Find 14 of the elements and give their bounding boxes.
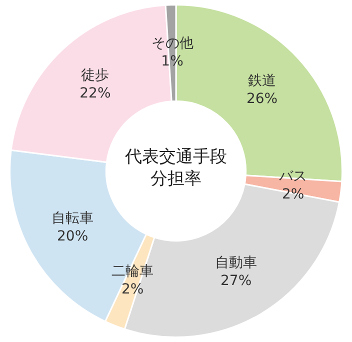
- text: 代表交通手段分担率: [124, 146, 228, 190]
- slice-label: 自転車: [52, 210, 94, 227]
- data-label: 27%: [220, 273, 252, 290]
- slice-label: 徒歩: [81, 68, 110, 84]
- slice-label: 鉄道: [248, 72, 276, 89]
- data-label: 2%: [121, 281, 144, 298]
- data-label: 1%: [161, 54, 184, 70]
- data-label: 26%: [246, 90, 278, 107]
- slice-label: バス: [278, 168, 308, 184]
- slice-label: 自動車: [215, 255, 258, 272]
- data-label: 2%: [282, 186, 304, 202]
- data-label: 20%: [57, 228, 88, 245]
- data-label: 22%: [80, 86, 111, 102]
- slice-label: 二輪車: [112, 263, 154, 280]
